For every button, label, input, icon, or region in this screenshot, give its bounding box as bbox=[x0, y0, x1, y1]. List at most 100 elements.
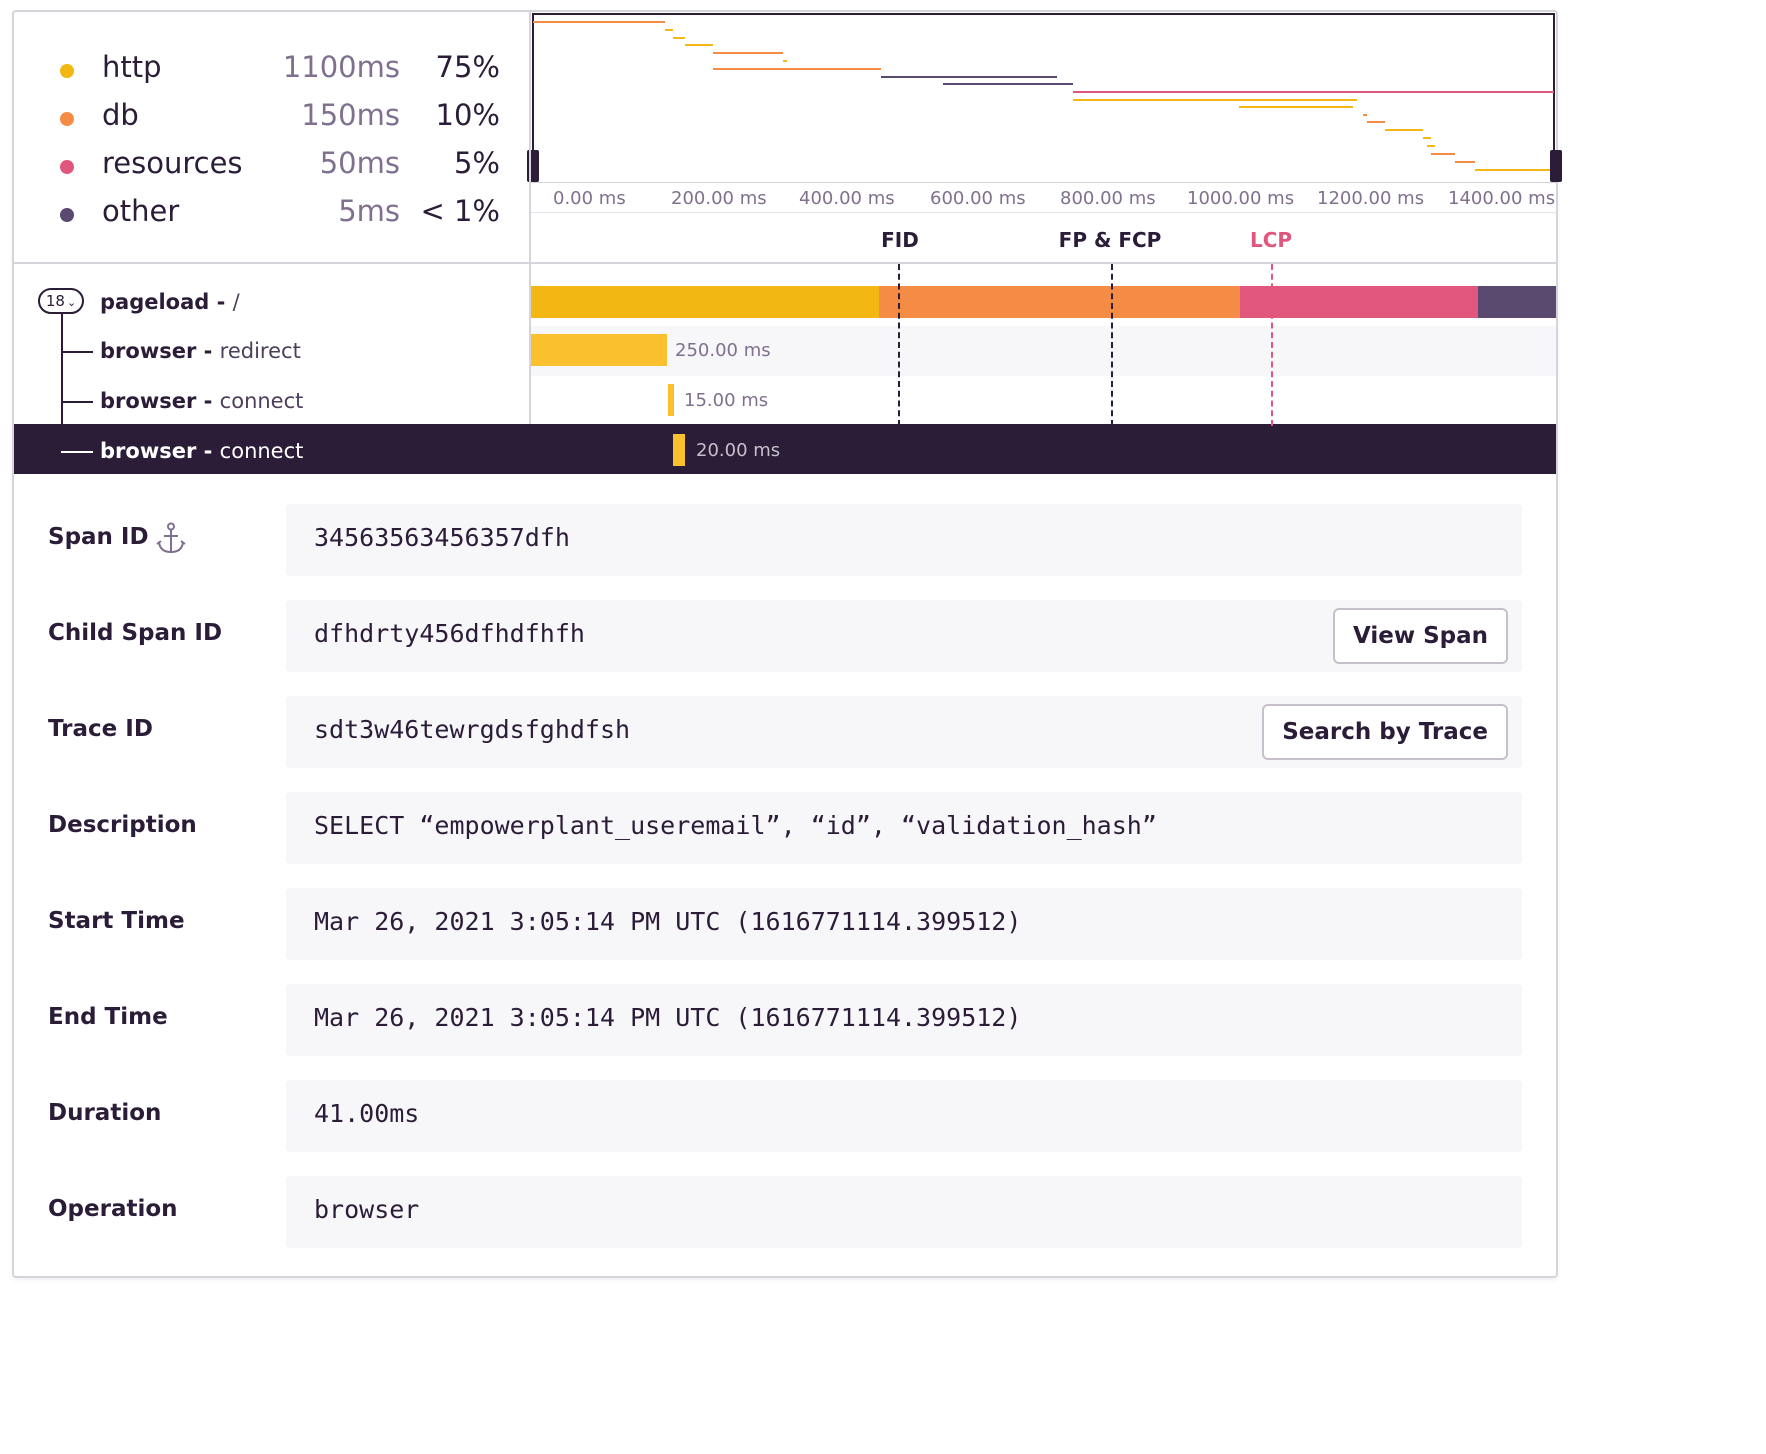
span-duration: 250.00 ms bbox=[675, 340, 771, 361]
detail-row-operation: Operation browser bbox=[14, 1176, 1556, 1248]
detail-value-box: Mar 26, 2021 3:05:14 PM UTC (1616771114.… bbox=[286, 984, 1522, 1056]
tree-connector bbox=[61, 401, 93, 403]
span-id-value[interactable]: 34563563456357dfh bbox=[314, 523, 570, 552]
detail-row-child-span-id: Child Span ID dfhdrty456dfhdfhfh View Sp… bbox=[14, 600, 1556, 672]
axis-line bbox=[531, 182, 1556, 183]
span-detail-panel: http 1100ms 75% db 150ms 10% resources 5… bbox=[12, 10, 1562, 1278]
axis-tick-label: 1400.00 ms bbox=[1448, 188, 1556, 209]
legend-duration: 5ms bbox=[338, 194, 400, 228]
span-op: pageload bbox=[100, 290, 210, 314]
root-bar-http[interactable] bbox=[531, 286, 879, 318]
legend-percent: < 1% bbox=[420, 194, 500, 228]
legend-row-http[interactable]: http 1100ms 75% bbox=[50, 46, 510, 94]
legend-dot-http bbox=[60, 64, 74, 78]
span-bar[interactable] bbox=[668, 384, 674, 416]
span-row-browser-connect[interactable]: browser - connect bbox=[100, 389, 303, 413]
axis-tick-label: 0.00 ms bbox=[553, 188, 626, 209]
span-bar[interactable] bbox=[531, 334, 667, 366]
start-time-value[interactable]: Mar 26, 2021 3:05:14 PM UTC (1616771114.… bbox=[314, 907, 1022, 936]
span-duration: 20.00 ms bbox=[696, 440, 781, 461]
marker-fp-fcp[interactable]: FP & FCP bbox=[1058, 228, 1162, 252]
span-op: browser bbox=[100, 439, 197, 463]
anchor-icon[interactable] bbox=[156, 522, 186, 556]
axis-tick-label: 200.00 ms bbox=[671, 188, 767, 209]
detail-value-box: 41.00ms bbox=[286, 1080, 1522, 1152]
detail-label: Duration bbox=[48, 1100, 162, 1126]
column-divider bbox=[529, 12, 531, 474]
legend-row-resources[interactable]: resources 50ms 5% bbox=[50, 142, 510, 190]
span-separator: - bbox=[196, 439, 220, 463]
detail-row-start-time: Start Time Mar 26, 2021 3:05:14 PM UTC (… bbox=[14, 888, 1556, 960]
operation-value[interactable]: browser bbox=[314, 1195, 420, 1224]
span-op: browser bbox=[100, 389, 197, 413]
fp-fcp-line bbox=[1111, 264, 1113, 426]
root-bar-resources[interactable] bbox=[1240, 286, 1478, 318]
axis-tick-label: 800.00 ms bbox=[1060, 188, 1156, 209]
span-row-browser-connect-selected[interactable]: browser - connect bbox=[100, 439, 303, 463]
tree-connector bbox=[61, 351, 93, 353]
span-desc: connect bbox=[219, 439, 304, 463]
span-row-selected[interactable] bbox=[14, 424, 1556, 474]
detail-label: Span ID bbox=[48, 524, 149, 550]
marker-fid[interactable]: FID bbox=[881, 228, 919, 252]
axis-tick-label: 1000.00 ms bbox=[1187, 188, 1295, 209]
span-desc: connect bbox=[219, 389, 304, 413]
description-value[interactable]: SELECT “empowerplant_useremail”, “id”, “… bbox=[314, 811, 1157, 840]
row-stripe bbox=[531, 326, 1556, 376]
span-row-pageload[interactable]: pageload - / bbox=[100, 290, 240, 314]
detail-value-box: SELECT “empowerplant_useremail”, “id”, “… bbox=[286, 792, 1522, 864]
detail-row-description: Description SELECT “empowerplant_userema… bbox=[14, 792, 1556, 864]
ops-breakdown-legend: http 1100ms 75% db 150ms 10% resources 5… bbox=[28, 24, 530, 264]
detail-label: Child Span ID bbox=[48, 620, 223, 646]
root-bar-db[interactable] bbox=[879, 286, 1240, 318]
fid-line bbox=[898, 264, 900, 426]
view-span-button[interactable]: View Span bbox=[1332, 608, 1508, 664]
legend-dot-other bbox=[60, 208, 74, 222]
legend-duration: 1100ms bbox=[282, 50, 400, 84]
legend-percent: 75% bbox=[435, 50, 500, 84]
detail-value-box: 34563563456357dfh bbox=[286, 504, 1522, 576]
minimap-spans bbox=[532, 13, 1555, 182]
legend-row-db[interactable]: db 150ms 10% bbox=[50, 94, 510, 142]
legend-percent: 10% bbox=[435, 98, 500, 132]
detail-value-box: dfhdrty456dfhdfhfh View Span bbox=[286, 600, 1522, 672]
span-separator: - bbox=[196, 339, 220, 363]
duration-value[interactable]: 41.00ms bbox=[314, 1099, 420, 1128]
trace-minimap[interactable]: 0.00 ms 200.00 ms 400.00 ms 600.00 ms 80… bbox=[527, 12, 1562, 262]
detail-value-box: browser bbox=[286, 1176, 1522, 1248]
detail-label: End Time bbox=[48, 1004, 168, 1030]
legend-name: resources bbox=[102, 146, 243, 180]
span-bar-selected[interactable] bbox=[673, 434, 685, 466]
child-span-id-value[interactable]: dfhdrty456dfhdfhfh bbox=[314, 619, 585, 648]
axis-tick-label: 600.00 ms bbox=[930, 188, 1026, 209]
span-waterfall: 250.00 ms 15.00 ms 20.00 ms bbox=[531, 264, 1556, 474]
legend-row-other[interactable]: other 5ms < 1% bbox=[50, 190, 510, 238]
span-duration: 15.00 ms bbox=[684, 390, 769, 411]
span-tree: 18 ⌄ pageload - / browser - redirect brow… bbox=[14, 264, 529, 474]
children-count-toggle[interactable]: 18 ⌄ bbox=[38, 288, 84, 314]
span-desc: redirect bbox=[219, 339, 301, 363]
detail-row-duration: Duration 41.00ms bbox=[14, 1080, 1556, 1152]
search-by-trace-button[interactable]: Search by Trace bbox=[1262, 704, 1508, 760]
root-bar-other[interactable] bbox=[1478, 286, 1556, 318]
detail-value-box: sdt3w46tewrgdsfghdfsh Search by Trace bbox=[286, 696, 1522, 768]
detail-label: Operation bbox=[48, 1196, 178, 1222]
lcp-line bbox=[1271, 264, 1273, 426]
legend-name: db bbox=[102, 98, 139, 132]
span-row-browser-redirect[interactable]: browser - redirect bbox=[100, 339, 301, 363]
span-separator: - bbox=[209, 290, 233, 314]
legend-percent: 5% bbox=[453, 146, 500, 180]
span-desc: / bbox=[232, 290, 240, 314]
marker-lcp[interactable]: LCP bbox=[1249, 228, 1293, 252]
minimap-right-handle[interactable] bbox=[1550, 150, 1562, 182]
tree-connector bbox=[61, 451, 93, 453]
legend-duration: 150ms bbox=[301, 98, 400, 132]
legend-name: other bbox=[102, 194, 180, 228]
detail-value-box: Mar 26, 2021 3:05:14 PM UTC (1616771114.… bbox=[286, 888, 1522, 960]
end-time-value[interactable]: Mar 26, 2021 3:05:14 PM UTC (1616771114.… bbox=[314, 1003, 1022, 1032]
detail-label: Start Time bbox=[48, 908, 185, 934]
legend-dot-db bbox=[60, 112, 74, 126]
detail-row-trace-id: Trace ID sdt3w46tewrgdsfghdfsh Search by… bbox=[14, 696, 1556, 768]
detail-row-end-time: End Time Mar 26, 2021 3:05:14 PM UTC (16… bbox=[14, 984, 1556, 1056]
trace-id-value[interactable]: sdt3w46tewrgdsfghdfsh bbox=[314, 715, 631, 744]
